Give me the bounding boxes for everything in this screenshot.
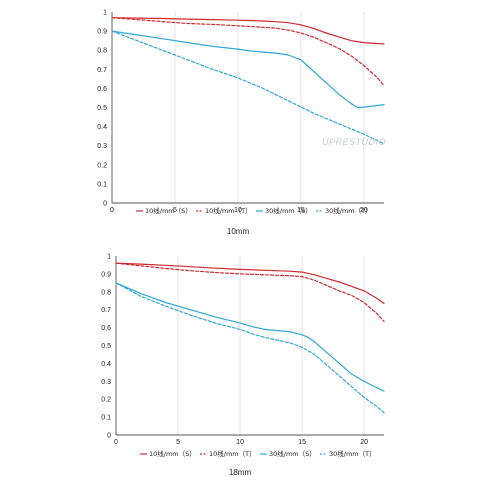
series-line-3 <box>115 282 385 414</box>
legend-label-2: 30线/mm（S） <box>265 206 312 215</box>
x-tick-label: 5 <box>176 439 180 446</box>
x-tick-label: 20 <box>360 207 368 214</box>
y-tick-label: 0.3 <box>101 379 111 386</box>
watermark-logo-text: UPRESTUDIO <box>322 137 386 147</box>
y-tick-label: 0.1 <box>97 181 107 188</box>
y-tick-label: 0.7 <box>101 307 111 314</box>
legend-label-1: 10线/mm（T） <box>209 449 256 458</box>
y-tick-label: 0.6 <box>97 86 107 93</box>
series-line-0 <box>111 17 385 45</box>
mtf-chart-10mm: 00.10.20.30.40.50.60.70.80.910 5 10 15 2010线… <box>97 10 385 236</box>
y-tick-label: 0.2 <box>97 162 107 169</box>
legend-label-3: 30线/mm（T） <box>325 206 372 215</box>
x-tick-label: 15 <box>298 439 306 446</box>
series-line-1 <box>115 262 385 322</box>
x-tick-label: 0 <box>114 439 118 446</box>
y-tick-label: 0.1 <box>101 415 111 422</box>
y-tick-label: 0.9 <box>101 271 111 278</box>
y-tick-label: 0.2 <box>101 397 111 404</box>
y-tick-label: 1 <box>103 10 107 17</box>
series-line-0 <box>115 262 385 304</box>
y-tick-label: 0.8 <box>97 48 107 55</box>
y-tick-label: 0.7 <box>97 67 107 74</box>
mtf-chart-18mm: 00.10.20.30.40.50.60.70.80.910 5 10 15 2010线… <box>101 254 385 477</box>
y-tick-label: 0.4 <box>97 124 107 131</box>
x-tick-label: 5 <box>173 207 177 214</box>
legend-label-3: 30线/mm（T） <box>329 449 376 458</box>
x-tick-label: 0 <box>110 207 114 214</box>
x-tick-label: 20 <box>360 439 368 446</box>
chart-title: 10mm <box>227 227 250 236</box>
y-tick-label: 0.6 <box>101 325 111 332</box>
chart-title: 18mm <box>229 468 252 477</box>
legend-label-0: 10线/mm（S） <box>149 449 196 458</box>
y-tick-label: 0.3 <box>97 143 107 150</box>
y-tick-label: 0 <box>103 201 107 208</box>
legend-label-1: 10线/mm（T） <box>205 206 252 215</box>
x-tick-label: 15 <box>297 207 305 214</box>
series-line-2 <box>115 282 385 392</box>
legend-label-2: 30线/mm（S） <box>269 449 316 458</box>
y-tick-label: 0.5 <box>97 105 107 112</box>
series-line-3 <box>111 30 385 145</box>
series-line-2 <box>111 30 385 109</box>
x-tick-label: 10 <box>234 207 242 214</box>
y-tick-label: 0.8 <box>101 289 111 296</box>
y-tick-label: 0.5 <box>101 343 111 350</box>
y-tick-label: 0 <box>107 433 111 440</box>
x-tick-label: 10 <box>236 439 244 446</box>
legend-label-0: 10线/mm（S） <box>145 206 192 215</box>
y-tick-label: 0.4 <box>101 361 111 368</box>
y-tick-label: 0.9 <box>97 29 107 36</box>
y-tick-label: 1 <box>107 254 111 261</box>
series-line-1 <box>111 17 385 87</box>
